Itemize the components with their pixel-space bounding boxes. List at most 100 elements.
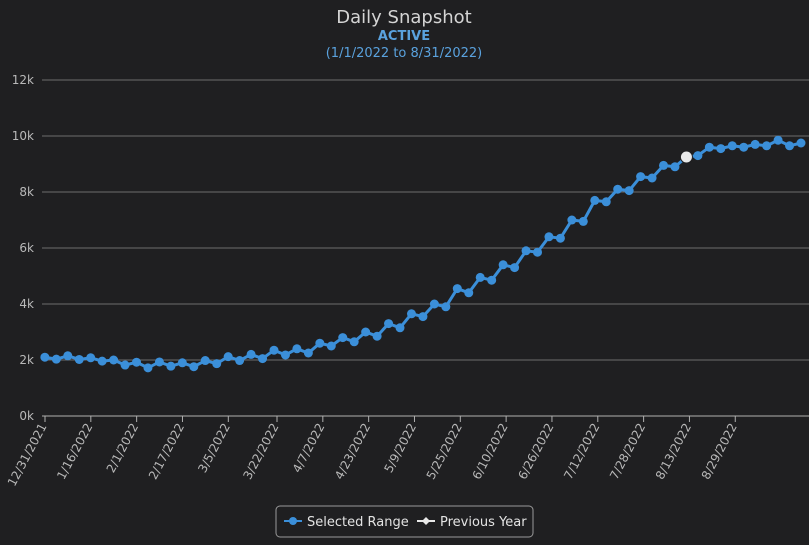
legend-item-previous-year[interactable]: Previous Year: [417, 515, 527, 530]
x-tick-label: 5/9/2022: [381, 421, 419, 475]
data-point-selected-range[interactable]: [464, 288, 474, 298]
y-axis: 0k 2k 4k 6k 8k 10k 12k: [12, 73, 34, 423]
data-point-selected-range[interactable]: [269, 345, 279, 355]
data-point-selected-range[interactable]: [521, 246, 531, 256]
data-point-selected-range[interactable]: [280, 350, 290, 360]
data-point-selected-range[interactable]: [647, 173, 657, 183]
data-point-selected-range[interactable]: [693, 151, 703, 161]
data-point-selected-range[interactable]: [212, 359, 222, 369]
data-point-selected-range[interactable]: [704, 142, 714, 152]
x-tick-label: 12/31/2021: [5, 421, 50, 489]
x-tick-label: 1/16/2022: [54, 421, 95, 482]
data-point-selected-range[interactable]: [750, 139, 760, 149]
data-point-selected-range[interactable]: [361, 327, 371, 337]
data-point-selected-range[interactable]: [613, 184, 623, 194]
data-point-selected-range[interactable]: [716, 144, 726, 154]
data-point-selected-range[interactable]: [487, 275, 497, 285]
data-point-selected-range[interactable]: [109, 355, 119, 365]
data-point-selected-range[interactable]: [154, 357, 164, 367]
data-point-selected-range[interactable]: [395, 323, 405, 333]
data-point-selected-range[interactable]: [40, 352, 50, 362]
legend-label-previous-year: Previous Year: [440, 515, 527, 530]
data-point-selected-range[interactable]: [785, 141, 795, 151]
data-point-selected-range[interactable]: [510, 263, 520, 273]
data-point-selected-range[interactable]: [97, 356, 107, 366]
data-point-selected-range[interactable]: [601, 197, 611, 207]
series-line-selected-range: [44, 138, 802, 370]
data-point-selected-range[interactable]: [762, 141, 772, 151]
data-point-selected-range[interactable]: [63, 351, 73, 361]
x-tick-label: 4/23/2022: [332, 421, 373, 482]
data-point-selected-range[interactable]: [441, 302, 451, 312]
data-point-selected-range[interactable]: [200, 356, 210, 366]
x-tick-label: 8/13/2022: [653, 421, 694, 482]
data-point-selected-range[interactable]: [498, 260, 508, 270]
x-tick-label: 7/12/2022: [561, 421, 602, 482]
grid: [42, 79, 809, 417]
y-tick-label: 6k: [19, 241, 34, 255]
data-point-selected-range[interactable]: [670, 162, 680, 172]
data-point-selected-range[interactable]: [74, 354, 84, 364]
data-point-selected-range[interactable]: [727, 141, 737, 151]
data-point-selected-range[interactable]: [326, 341, 336, 351]
data-point-selected-range[interactable]: [739, 142, 749, 152]
data-point-selected-range[interactable]: [624, 186, 634, 196]
data-point-selected-range[interactable]: [555, 233, 565, 243]
chart-subtitle: ACTIVE: [378, 29, 430, 44]
x-axis: 12/31/2021 1/16/2022 2/1/2022 2/17/2022 3/5/…: [5, 416, 740, 488]
y-tick-label: 0k: [19, 409, 34, 423]
data-point-selected-range[interactable]: [143, 363, 153, 373]
data-point-selected-range[interactable]: [532, 247, 542, 257]
data-point-selected-range[interactable]: [567, 215, 577, 225]
data-point-previous-year[interactable]: [679, 150, 693, 164]
y-tick-label: 10k: [12, 129, 34, 143]
x-tick-label: 2/1/2022: [104, 421, 142, 475]
series: [40, 135, 806, 373]
data-point-selected-range[interactable]: [292, 344, 302, 354]
data-point-selected-range[interactable]: [303, 348, 313, 358]
data-point-selected-range[interactable]: [636, 172, 646, 182]
data-point-selected-range[interactable]: [132, 357, 142, 367]
data-point-selected-range[interactable]: [166, 361, 176, 371]
data-point-selected-range[interactable]: [452, 284, 462, 294]
chart-title: Daily Snapshot: [336, 7, 471, 28]
x-tick-label: 2/17/2022: [146, 421, 187, 482]
legend[interactable]: Selected Range Previous Year: [275, 505, 534, 538]
data-point-selected-range[interactable]: [578, 216, 588, 226]
data-point-selected-range[interactable]: [773, 135, 783, 145]
legend-box: [275, 505, 534, 538]
data-point-selected-range[interactable]: [235, 356, 245, 366]
data-point-selected-range[interactable]: [475, 272, 485, 282]
data-point-selected-range[interactable]: [796, 138, 806, 148]
data-point-selected-range[interactable]: [177, 358, 187, 368]
data-point-selected-range[interactable]: [406, 309, 416, 319]
legend-item-selected-range[interactable]: Selected Range: [284, 515, 409, 530]
legend-label-selected-range: Selected Range: [307, 515, 409, 530]
data-point-selected-range[interactable]: [590, 195, 600, 205]
data-point-selected-range[interactable]: [349, 337, 359, 347]
x-tick-label: 4/7/2022: [290, 421, 328, 475]
data-point-selected-range[interactable]: [51, 354, 61, 364]
data-point-selected-range[interactable]: [544, 232, 554, 242]
data-point-selected-range[interactable]: [429, 299, 439, 309]
x-tick-label: 6/10/2022: [470, 421, 511, 482]
x-tick-label: 3/22/2022: [240, 421, 281, 482]
data-point-selected-range[interactable]: [246, 349, 256, 359]
y-tick-label: 4k: [19, 297, 34, 311]
data-point-selected-range[interactable]: [659, 160, 669, 170]
data-point-selected-range[interactable]: [258, 354, 268, 364]
data-point-selected-range[interactable]: [223, 352, 233, 362]
data-point-selected-range[interactable]: [384, 319, 394, 329]
y-tick-label: 8k: [19, 185, 34, 199]
data-point-selected-range[interactable]: [315, 338, 325, 348]
x-tick-label: 7/28/2022: [607, 421, 648, 482]
data-point-selected-range[interactable]: [418, 312, 428, 322]
x-tick-label: 5/25/2022: [424, 421, 465, 482]
data-point-selected-range[interactable]: [189, 362, 199, 372]
data-point-selected-range[interactable]: [372, 331, 382, 341]
data-point-selected-range[interactable]: [120, 360, 130, 370]
data-point-selected-range[interactable]: [86, 353, 96, 363]
data-point-selected-range[interactable]: [338, 333, 348, 343]
x-tick-label: 3/5/2022: [195, 421, 233, 475]
